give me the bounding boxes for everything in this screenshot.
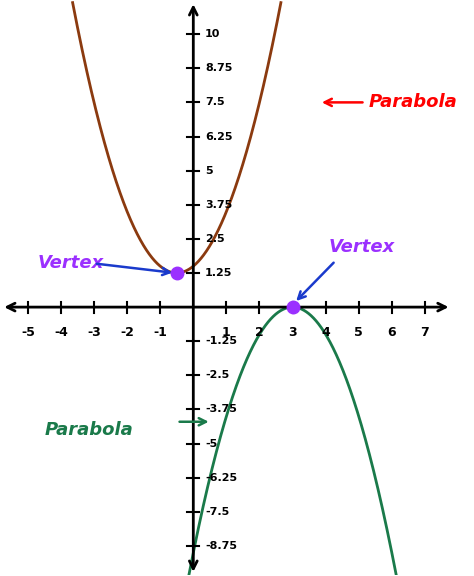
Text: -3: -3 bbox=[87, 326, 101, 339]
Text: 6.25: 6.25 bbox=[205, 131, 232, 142]
Text: 3: 3 bbox=[288, 326, 297, 339]
Text: -2.5: -2.5 bbox=[205, 370, 229, 380]
Text: -1: -1 bbox=[153, 326, 167, 339]
Text: -7.5: -7.5 bbox=[205, 507, 229, 517]
Text: -5: -5 bbox=[205, 438, 217, 449]
Text: 10: 10 bbox=[205, 29, 220, 39]
Text: 8.75: 8.75 bbox=[205, 63, 232, 73]
Text: -5: -5 bbox=[21, 326, 35, 339]
Text: 5: 5 bbox=[355, 326, 363, 339]
Text: 5: 5 bbox=[205, 166, 212, 176]
Text: Parabola: Parabola bbox=[369, 93, 457, 111]
Text: 6: 6 bbox=[388, 326, 396, 339]
Text: 1.25: 1.25 bbox=[205, 268, 232, 278]
Text: -2: -2 bbox=[120, 326, 134, 339]
Text: -1.25: -1.25 bbox=[205, 336, 237, 346]
Text: 7.5: 7.5 bbox=[205, 97, 225, 107]
Text: Vertex: Vertex bbox=[38, 255, 104, 272]
Text: 2: 2 bbox=[255, 326, 264, 339]
Text: 7: 7 bbox=[420, 326, 429, 339]
Text: Vertex: Vertex bbox=[329, 238, 395, 256]
Text: 2.5: 2.5 bbox=[205, 234, 225, 244]
Text: -3.75: -3.75 bbox=[205, 404, 237, 415]
Text: 4: 4 bbox=[321, 326, 330, 339]
Text: -6.25: -6.25 bbox=[205, 473, 237, 483]
Text: 1: 1 bbox=[222, 326, 231, 339]
Text: -8.75: -8.75 bbox=[205, 541, 237, 551]
Text: Parabola: Parabola bbox=[45, 421, 133, 439]
Text: -4: -4 bbox=[54, 326, 68, 339]
Text: 3.75: 3.75 bbox=[205, 200, 232, 210]
